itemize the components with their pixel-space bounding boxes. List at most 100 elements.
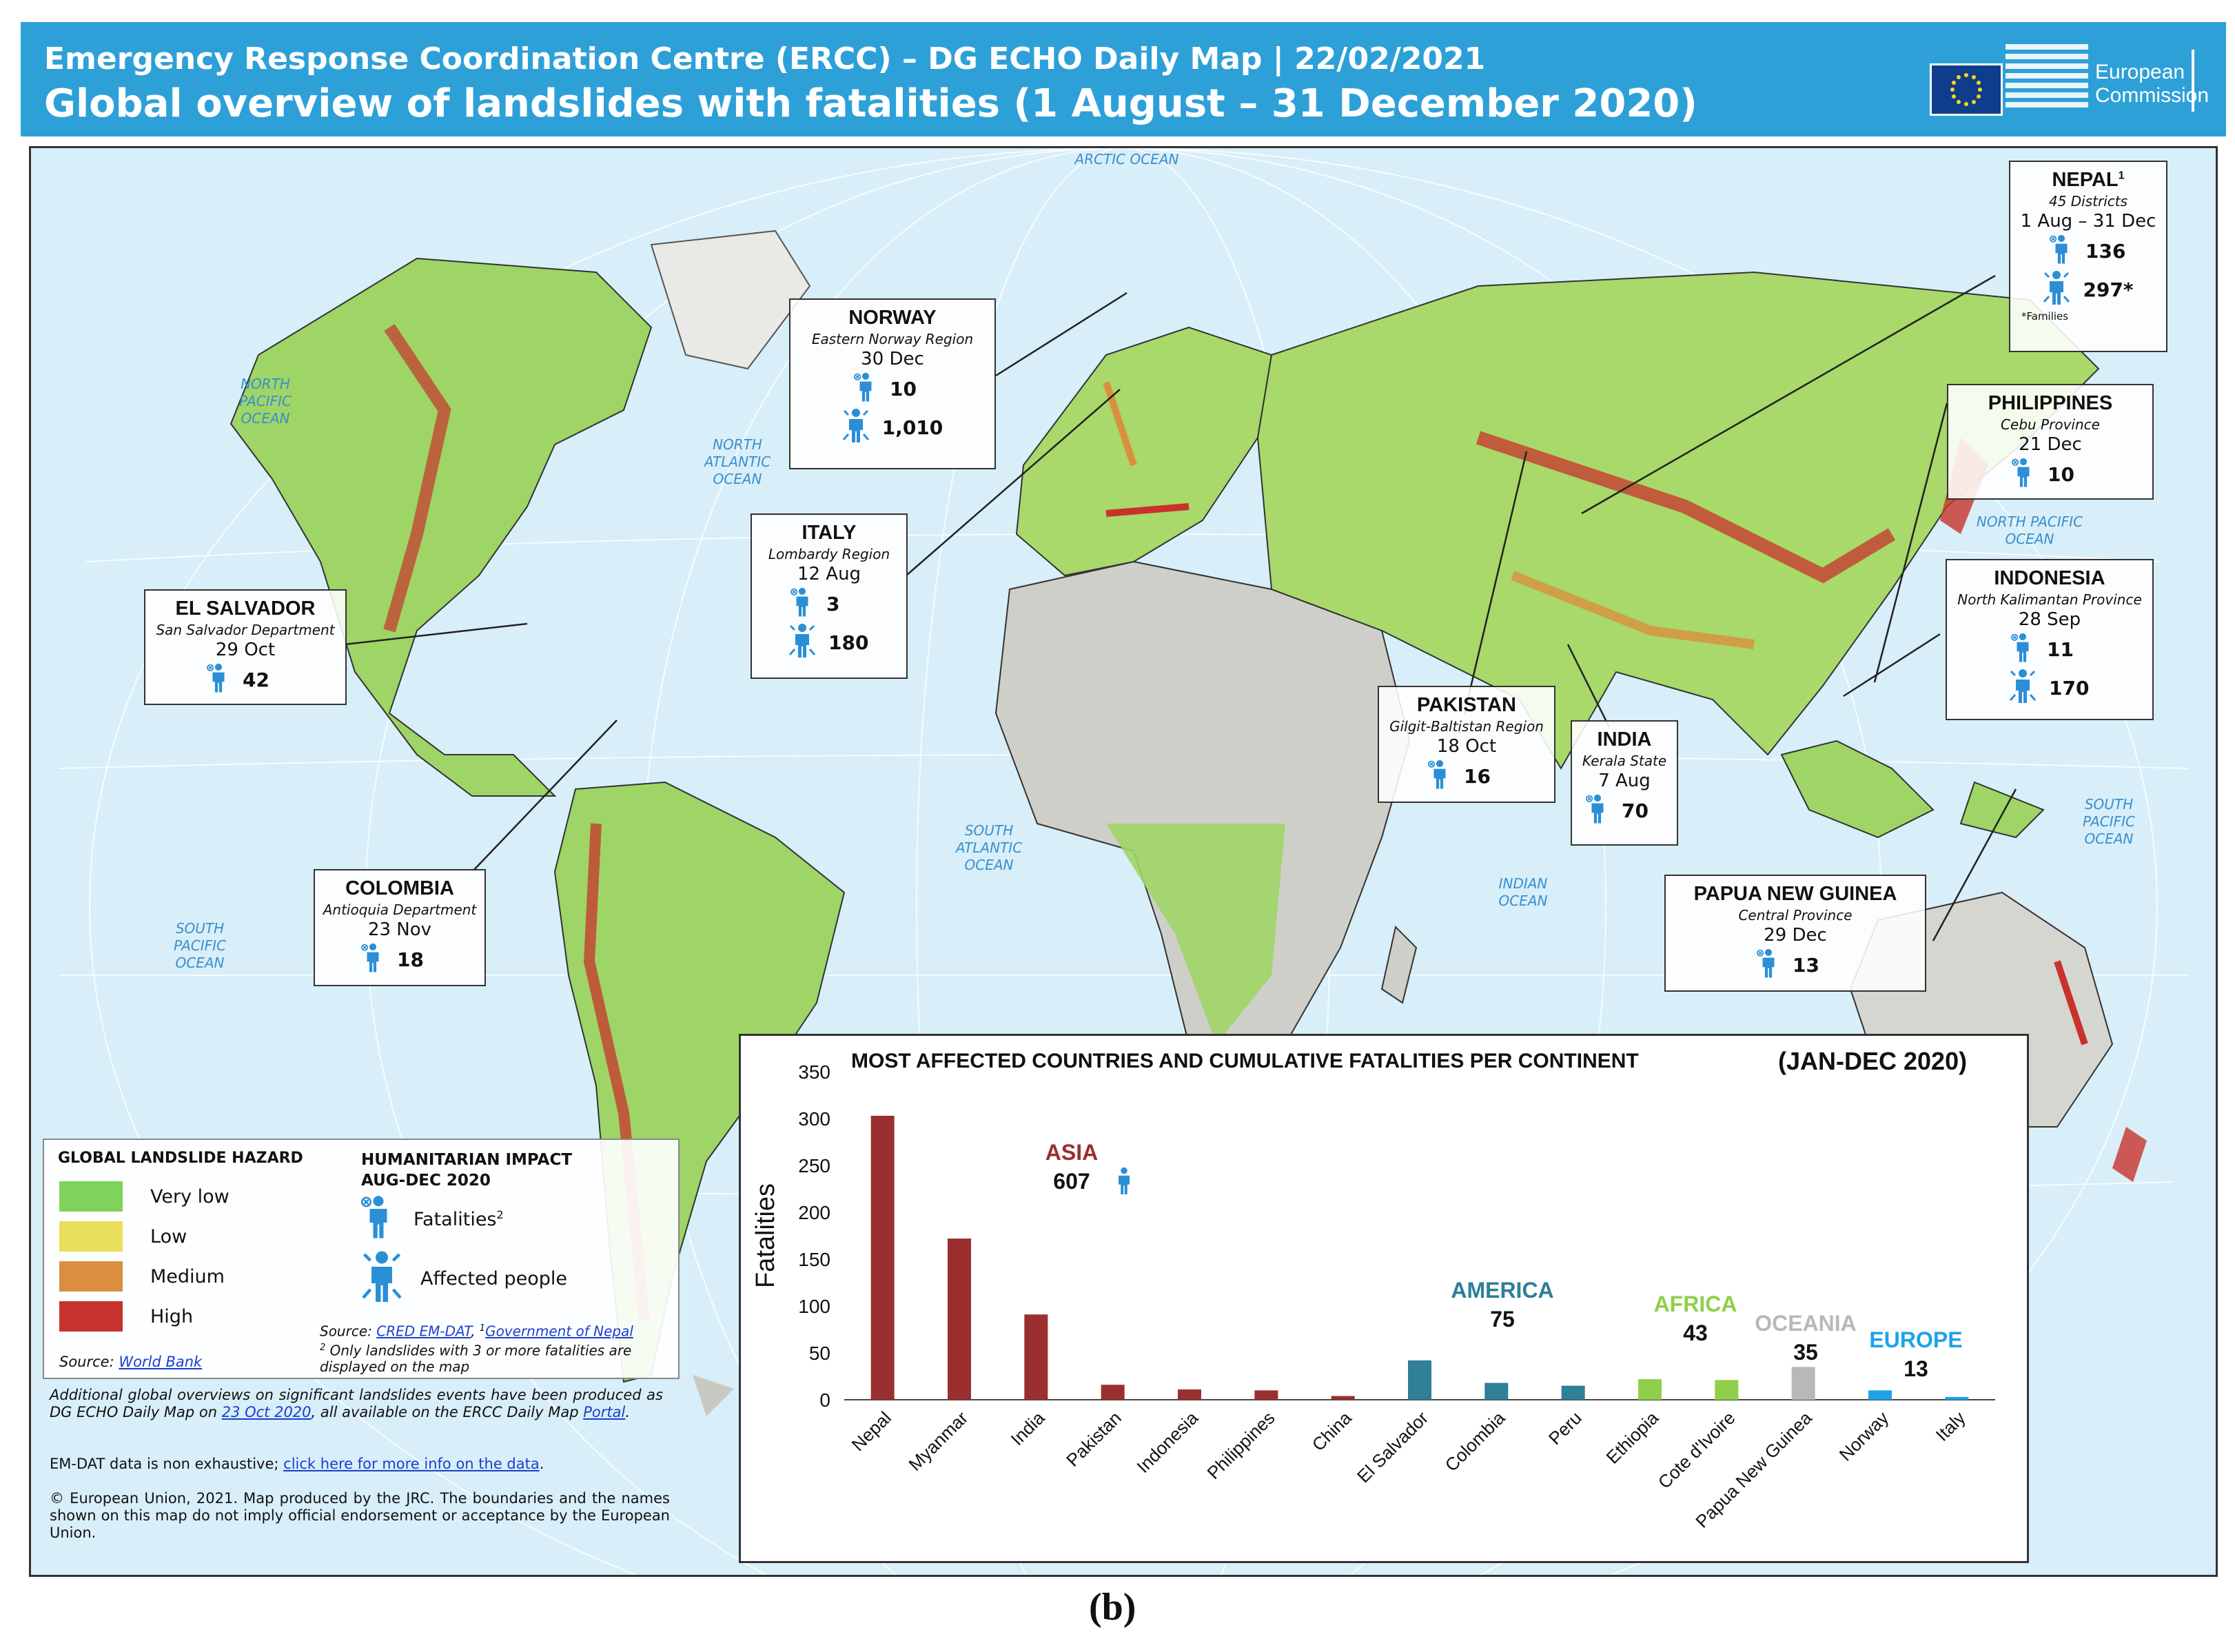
y-tick-label: 350	[798, 1061, 830, 1083]
fatality-icon	[2011, 633, 2034, 666]
hazard-swatch	[59, 1301, 123, 1332]
daily-map-link[interactable]: 23 Oct 2020	[221, 1404, 312, 1420]
fatality-icon	[207, 663, 230, 696]
affected-stat: 180	[752, 623, 906, 662]
event-date: 29 Oct	[215, 640, 276, 660]
x-tick-label: El Salvador	[1353, 1407, 1432, 1487]
ocean-label-arctic: ARCTIC OCEAN	[1074, 151, 1179, 167]
ocean-label-south-atlantic: SOUTH ATLANTIC OCEAN	[955, 822, 1023, 873]
continent-total-europe: 13	[1904, 1356, 1928, 1381]
event-date: 1 Aug – 31 Dec	[2020, 211, 2156, 232]
event-region: Lombardy Region	[768, 546, 890, 562]
event-title: INDIA	[1597, 728, 1652, 751]
bar-colombia	[1484, 1383, 1509, 1400]
y-tick-label: 0	[819, 1389, 830, 1411]
hazard-swatch	[59, 1261, 123, 1292]
hazard-swatch	[59, 1181, 123, 1212]
x-tick-label: Peru	[1544, 1407, 1586, 1449]
event-region: Cebu Province	[2001, 416, 2100, 433]
event-box-pakistan: PAKISTAN Gilgit-Baltistan Region 18 Oct …	[1378, 686, 1555, 803]
fatalities-stat: 11	[1947, 633, 2152, 666]
hazard-legend-title: Global landslide hazard	[58, 1150, 303, 1167]
affected-people-icon	[2043, 270, 2070, 309]
asia-fatality-icon	[1119, 1167, 1130, 1194]
x-tick-label: Indonesia	[1132, 1407, 1202, 1477]
continent-label-oceania: OCEANIA	[1755, 1311, 1857, 1336]
footer-additional-overviews: Additional global overviews on significa…	[50, 1387, 663, 1420]
event-title: ITALY	[802, 522, 857, 544]
affected-people-icon	[361, 1250, 402, 1307]
footer-emdat-note: EM-DAT data is non exhaustive; click her…	[50, 1456, 544, 1472]
cred-emdat-link[interactable]: CRED EM-DAT	[376, 1323, 471, 1340]
fatalities-stat: 42	[145, 663, 345, 696]
event-title: NORWAY	[848, 307, 937, 329]
ocean-label-north-pacific-west: NORTH PACIFIC OCEAN	[239, 376, 292, 427]
government-of-nepal-link[interactable]: Government of Nepal	[485, 1323, 633, 1340]
european-commission-logo: European Commission	[1895, 37, 2209, 121]
continent-total-oceania: 35	[1793, 1340, 1818, 1365]
chart-title: Most affected countries and cumulative f…	[851, 1050, 1639, 1072]
continent-label-america: AMERICA	[1451, 1278, 1553, 1303]
affected-people-icon	[788, 623, 816, 662]
fatalities-stat: 70	[1572, 794, 1677, 827]
bar-nepal	[870, 1115, 895, 1400]
event-region: Gilgit-Baltistan Region	[1389, 718, 1544, 735]
event-title: EL SALVADOR	[175, 598, 316, 620]
event-box-nepal: NEPAL1 45 Districts 1 Aug – 31 Dec 136 2…	[2009, 161, 2167, 352]
hazard-label: Low	[150, 1225, 187, 1247]
world-bank-link[interactable]: World Bank	[119, 1354, 203, 1370]
continent-total-africa: 43	[1683, 1320, 1708, 1345]
event-note: *Families	[2021, 310, 2069, 323]
ocean-label-north-pacific-east: NORTH PACIFIC OCEAN	[1976, 513, 2083, 547]
x-tick-label: India	[1006, 1407, 1048, 1449]
event-title: PAPUA NEW GUINEA	[1693, 883, 1897, 905]
header-subtitle: Emergency Response Coordination Centre (…	[44, 41, 1486, 77]
continent-label-africa: AFRICA	[1654, 1292, 1737, 1316]
legend-fatalities-row: Fatalities2	[361, 1195, 504, 1243]
y-tick-label: 150	[798, 1249, 830, 1270]
hazard-level-1: Low	[59, 1221, 187, 1252]
eu-flag-icon	[1930, 63, 2003, 116]
legend-affected-row: Affected people	[361, 1250, 567, 1307]
event-box-india: INDIA Kerala State 7 Aug 70	[1571, 720, 1678, 846]
logo-bars	[2006, 44, 2088, 113]
event-region: San Salvador Department	[156, 622, 335, 638]
emdat-info-link[interactable]: click here for more info on the data	[283, 1456, 540, 1472]
event-box-philippines: PHILIPPINES Cebu Province 21 Dec 10	[1947, 384, 2154, 500]
affected-people-icon	[2009, 669, 2037, 707]
fatality-icon	[1586, 794, 1609, 827]
x-tick-label: Ethiopia	[1602, 1407, 1663, 1468]
fatalities-stat: 16	[1379, 759, 1554, 793]
continent-label-europe: EUROPE	[1869, 1327, 1962, 1352]
y-axis-label: Fatalities	[751, 1183, 780, 1288]
world-map-graphic	[58, 148, 2189, 1575]
event-box-norway: NORWAY Eastern Norway Region 30 Dec 10 1…	[789, 298, 996, 469]
event-region: Central Province	[1738, 907, 1853, 924]
fatalities-stat: 18	[315, 943, 484, 976]
event-box-papua-new-guinea: PAPUA NEW GUINEA Central Province 29 Dec…	[1664, 875, 1926, 992]
ocean-label-south-pacific-west: SOUTH PACIFIC OCEAN	[174, 920, 226, 971]
ocean-label-indian: INDIAN OCEAN	[1498, 875, 1548, 909]
portal-link[interactable]: Portal	[583, 1404, 626, 1420]
hazard-source: Source: World Bank	[59, 1354, 203, 1370]
north-america-landmass	[229, 257, 653, 797]
event-date: 30 Dec	[861, 349, 924, 369]
bar-ethiopia	[1638, 1379, 1662, 1400]
event-date: 28 Sep	[2018, 609, 2081, 630]
bar-pakistan	[1101, 1385, 1125, 1400]
x-tick-label: Philippines	[1203, 1407, 1278, 1483]
affected-stat: 297*	[2010, 270, 2166, 309]
hazard-level-3: High	[59, 1301, 193, 1332]
affected-stat: 1,010	[790, 408, 994, 447]
fatality-icon	[2012, 458, 2035, 491]
continent-total-asia: 607	[1053, 1169, 1090, 1194]
ocean-label-south-pacific-east: SOUTH PACIFIC OCEAN	[2083, 796, 2135, 847]
bar-myanmar	[948, 1238, 971, 1400]
y-tick-label: 250	[798, 1155, 830, 1176]
impact-legend-title: Humanitarian impact Aug-Dec 2020	[361, 1151, 573, 1190]
continent-total-america: 75	[1490, 1307, 1515, 1332]
x-tick-label: Italy	[1932, 1407, 1970, 1445]
x-tick-label: Pakistan	[1062, 1407, 1125, 1471]
hazard-swatch	[59, 1221, 123, 1252]
fatality-icon	[1428, 759, 1451, 793]
